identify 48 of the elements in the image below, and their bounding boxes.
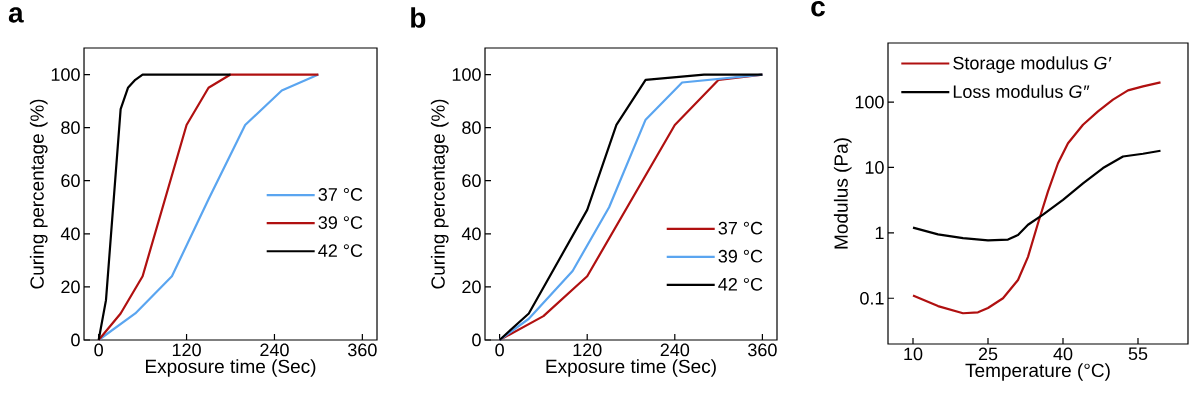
text: a: [8, 7, 24, 23]
legend-label: 37 °C: [318, 188, 363, 201]
x-tick-label: 240: [260, 343, 289, 357]
y-tick-label: 0: [71, 333, 80, 347]
x-tick-label: 10: [904, 347, 923, 361]
legend-label: 39 °C: [718, 249, 763, 263]
x-tick-label: 360: [748, 343, 777, 357]
y-tick-label: 60: [462, 174, 481, 188]
x-tick-label: 55: [1128, 347, 1148, 361]
y-tick-label: 40: [60, 227, 80, 241]
line-series: [911, 81, 1162, 315]
text: b: [411, 7, 426, 28]
x-tick-label: 360: [348, 343, 377, 357]
y-axis-title: Curing percentage (%): [29, 99, 48, 289]
y-tick-label: 20: [462, 280, 481, 294]
x-tick-label: 0: [94, 343, 103, 357]
y-tick-label: 40: [461, 227, 481, 241]
y-tick-label: 100: [452, 68, 481, 81]
y-tick-label: 1: [875, 226, 884, 240]
legend-label: Loss modulus G″: [953, 84, 1090, 98]
x-axis-title: Temperature (°C): [965, 363, 1110, 381]
y-axis-title: Modulus (Pa): [833, 138, 852, 249]
x-tick-label: 240: [660, 343, 690, 357]
y-tick-label: 80: [462, 121, 481, 134]
x-axis-title: Exposure time (Sec): [146, 359, 316, 377]
y-tick-label: 10: [865, 161, 884, 174]
x-tick-label: 40: [1053, 347, 1073, 361]
y-axis-title: Curing percentage (%): [430, 99, 449, 289]
y-tick-label: 20: [61, 280, 80, 294]
y-tick-label: 60: [61, 174, 80, 188]
y-tick-label: 0: [472, 333, 481, 347]
y-tick-label: 80: [61, 121, 80, 134]
x-tick-label: 0: [495, 343, 504, 357]
x-tick-label: 120: [172, 343, 201, 357]
x-axis-title: Exposure time (Sec): [546, 359, 716, 377]
text: c: [811, 1, 825, 17]
y-tick-label: 0.1: [860, 291, 884, 305]
x-tick-label: 120: [573, 343, 602, 357]
legend-label: 39 °C: [318, 216, 363, 229]
legend-label: 42 °C: [318, 244, 363, 257]
legend-label: Storage modulus G′: [953, 56, 1112, 73]
line-series: [97, 73, 320, 342]
legend-label: 42 °C: [718, 277, 763, 291]
y-tick-label: 100: [51, 68, 80, 81]
y-tick-label: 100: [855, 95, 884, 109]
legend-label: 37 °C: [718, 221, 763, 235]
line-series: [911, 149, 1162, 242]
x-tick-label: 25: [978, 347, 998, 361]
